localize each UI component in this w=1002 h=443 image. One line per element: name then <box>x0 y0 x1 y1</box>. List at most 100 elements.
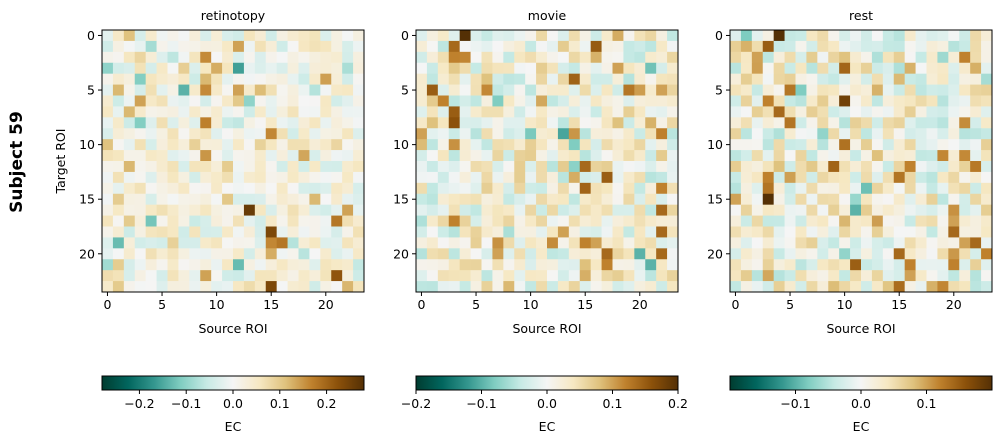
heatmap-cell <box>740 95 753 107</box>
heatmap-cell <box>514 51 526 64</box>
heatmap-cell <box>287 128 299 140</box>
heatmap-cell <box>200 128 212 140</box>
heatmap-cell <box>200 204 212 216</box>
heatmap-cell <box>784 215 796 227</box>
y-tick-label: 0 <box>87 28 95 43</box>
heatmap-cell <box>123 106 136 118</box>
heatmap-cell <box>156 95 168 107</box>
heatmap-cell <box>320 95 332 107</box>
heatmap-cell <box>503 226 515 238</box>
heatmap-cell <box>740 193 753 206</box>
heatmap-cell <box>287 215 299 227</box>
heatmap-cell <box>134 84 147 96</box>
heatmap-cell <box>123 171 136 184</box>
heatmap-cell <box>740 226 753 238</box>
heatmap-cell <box>353 139 365 151</box>
heatmap-cell <box>525 237 537 249</box>
heatmap-cell <box>773 150 785 162</box>
heatmap-cell <box>167 193 179 206</box>
heatmap-cell <box>773 62 785 75</box>
heatmap-cell <box>437 270 450 282</box>
heatmap-cell <box>762 84 775 96</box>
heatmap-cell <box>730 117 742 129</box>
heatmap-cell <box>795 215 807 227</box>
heatmap-cell <box>730 182 742 195</box>
heatmap-cell <box>839 182 851 195</box>
heatmap-cell <box>123 150 136 162</box>
heatmap-cell <box>287 139 299 151</box>
heatmap-cell <box>156 259 168 271</box>
heatmap-cell <box>416 193 428 206</box>
heatmap-cell <box>937 84 949 96</box>
heatmap-cell <box>568 40 581 53</box>
colorbar-gradient <box>102 376 364 390</box>
heatmap-cell <box>839 215 851 227</box>
heatmap-cell <box>189 30 201 42</box>
heatmap-cell <box>568 237 581 249</box>
heatmap-cell <box>817 193 829 206</box>
heatmap-cell <box>145 139 157 151</box>
heatmap-cell <box>222 51 234 64</box>
heatmap-cell <box>233 237 245 249</box>
heatmap-cell <box>211 40 223 53</box>
heatmap-cell <box>948 193 960 206</box>
heatmap-cell <box>667 204 679 216</box>
colorbar-gradient <box>416 376 678 390</box>
heatmap-cell <box>784 51 796 64</box>
heatmap-cell <box>102 259 114 271</box>
heatmap-cell <box>416 40 428 53</box>
heatmap-cell <box>667 215 679 227</box>
heatmap-cell <box>211 161 223 173</box>
heatmap-cell <box>503 95 515 107</box>
heatmap-cell <box>134 40 147 53</box>
heatmap-cell <box>656 40 668 53</box>
heatmap-cell <box>839 117 851 129</box>
heatmap-cell <box>112 84 125 96</box>
heatmap-cell <box>634 51 646 64</box>
heatmap-cell <box>298 40 310 53</box>
heatmap-cell <box>123 161 136 173</box>
heatmap-cell <box>331 237 343 249</box>
heatmap-cell <box>459 237 471 249</box>
heatmap-cell <box>514 281 526 293</box>
heatmap-cell <box>309 161 321 173</box>
heatmap-cell <box>926 215 938 227</box>
heatmap-cell <box>601 259 613 271</box>
heatmap-cell <box>893 171 906 184</box>
heatmap-cell <box>667 30 679 42</box>
heatmap-cell <box>882 30 895 42</box>
heatmap-cell <box>222 215 234 227</box>
heatmap-cell <box>298 237 310 249</box>
heatmap-cell <box>839 226 851 238</box>
heatmap-cell <box>265 270 278 282</box>
heatmap-cell <box>904 215 916 227</box>
heatmap-cell <box>200 51 212 64</box>
heatmap-cell <box>189 128 201 140</box>
heatmap-cell <box>353 62 365 75</box>
heatmap-cell <box>893 226 906 238</box>
heatmap-cell <box>254 51 267 64</box>
heatmap-cell <box>634 237 646 249</box>
heatmap-cell <box>525 51 537 64</box>
heatmap-cell <box>937 51 949 64</box>
heatmap-cell <box>189 248 201 260</box>
heatmap-cell <box>189 139 201 151</box>
heatmap-cell <box>623 51 635 64</box>
heatmap-cell <box>871 150 884 162</box>
heatmap-cell <box>178 215 190 227</box>
heatmap-cell <box>342 40 354 53</box>
heatmap-cell <box>590 84 602 96</box>
heatmap-cell <box>850 106 862 118</box>
heatmap-cell <box>656 106 668 118</box>
heatmap-cell <box>211 117 223 129</box>
heatmap-cell <box>579 40 592 53</box>
heatmap-cell <box>448 248 461 260</box>
heatmap-cell <box>265 204 278 216</box>
heatmap-cell <box>276 281 288 293</box>
heatmap-cell <box>134 226 147 238</box>
heatmap-cell <box>634 73 646 85</box>
heatmap-cell <box>839 128 851 140</box>
heatmap-cell <box>503 193 515 206</box>
heatmap-cell <box>331 270 343 282</box>
heatmap-cell <box>437 204 450 216</box>
